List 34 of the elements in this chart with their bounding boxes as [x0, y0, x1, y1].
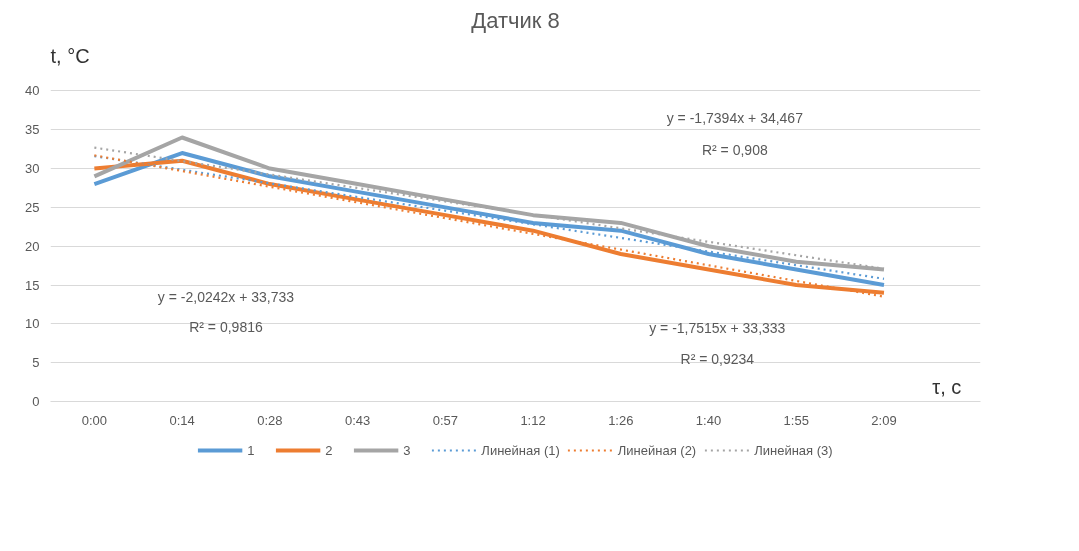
y-tick-label: 0: [32, 394, 40, 409]
y-tick-label: 20: [25, 238, 40, 254]
x-tick-label: 0:28: [257, 412, 283, 428]
x-axis-title: τ, c: [932, 375, 962, 398]
x-tick-label: 0:43: [344, 412, 371, 428]
x-tick-label: 1:55: [783, 412, 809, 428]
y-axis-title: t, °C: [50, 44, 90, 67]
annotation: R² = 0,9816: [189, 318, 263, 335]
x-tick-label: 0:57: [432, 412, 458, 428]
annotation: y = -1,7515x + 33,333: [649, 320, 786, 337]
legend-label: Линейная (2): [617, 442, 697, 458]
y-tick-label: 25: [25, 199, 40, 215]
legend-label: 1: [247, 442, 256, 458]
y-tick-label: 30: [25, 161, 40, 177]
x-tick-label: 0:00: [81, 412, 108, 428]
x-tick-label: 1:26: [608, 412, 634, 428]
annotation: y = -2,0242x + 33,733: [157, 289, 295, 306]
y-tick-label: 40: [25, 83, 40, 99]
x-tick-label: 0:14: [169, 412, 195, 428]
legend-label: 2: [325, 442, 334, 458]
x-tick-label: 1:40: [695, 412, 722, 428]
legend-label: Линейная (1): [481, 442, 560, 458]
annotation: R² = 0,9234: [680, 351, 755, 368]
legend-label: 3: [403, 442, 412, 458]
chart-title: Датчик 8: [471, 7, 560, 33]
y-tick-label: 5: [32, 355, 40, 371]
annotation: R² = 0,908: [701, 142, 768, 159]
y-tick-label: 10: [25, 316, 40, 332]
x-tick-label: 1:12: [520, 412, 546, 428]
annotation: y = -1,7394x + 34,467: [666, 109, 804, 126]
y-tick-label: 35: [25, 122, 40, 138]
x-tick-label: 2:09: [871, 412, 897, 428]
y-tick-label: 15: [25, 277, 40, 293]
legend-label: Линейная (3): [754, 442, 833, 458]
